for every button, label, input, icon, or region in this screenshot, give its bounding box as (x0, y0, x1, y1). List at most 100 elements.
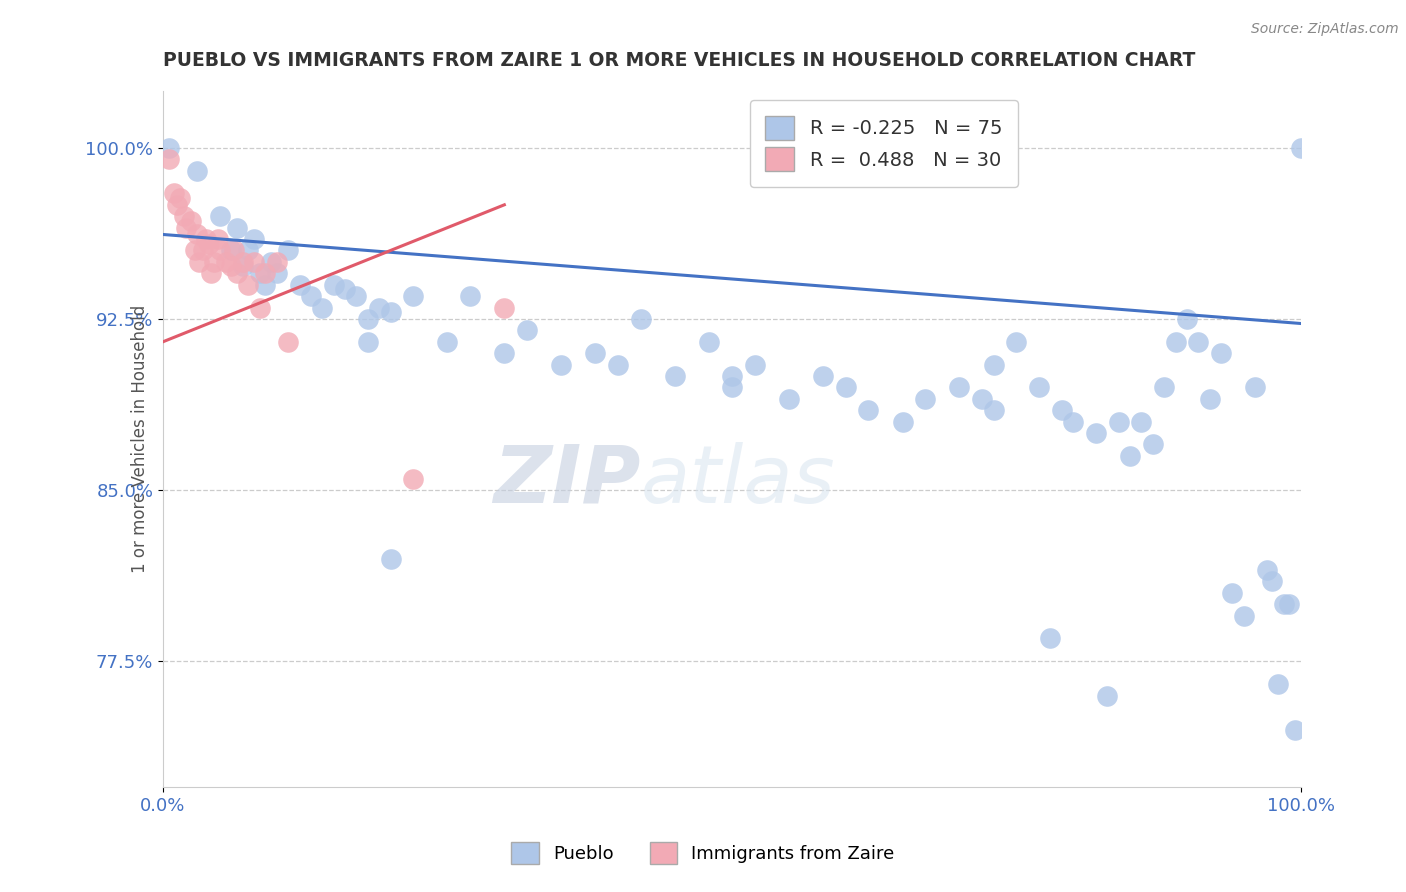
Point (222, 244, 245, 258)
Point (180, 214, 202, 228)
Point (948, 380, 970, 394)
Point (333, 282, 356, 296)
Point (1222, 586, 1244, 600)
Point (744, 358, 766, 372)
Point (1284, 723, 1306, 737)
Point (208, 244, 231, 258)
Point (972, 392, 994, 406)
Point (380, 551, 402, 566)
Point (288, 277, 311, 292)
Point (1187, 334, 1209, 349)
Point (402, 472, 425, 486)
Point (157, 152, 180, 166)
Point (219, 244, 242, 258)
Point (232, 260, 254, 274)
Point (202, 255, 225, 269)
Point (322, 277, 344, 292)
Point (1153, 380, 1175, 394)
Text: ZIP: ZIP (494, 442, 641, 519)
Point (1244, 380, 1267, 394)
Y-axis label: 1 or more Vehicles in Household: 1 or more Vehicles in Household (131, 305, 149, 573)
Point (1278, 597, 1301, 611)
Point (607, 358, 630, 372)
Point (458, 289, 481, 303)
Point (163, 186, 186, 201)
Point (550, 358, 572, 372)
Point (1256, 563, 1278, 577)
Point (173, 209, 195, 223)
Point (1028, 380, 1050, 394)
Point (254, 266, 277, 280)
Point (249, 301, 271, 315)
Point (277, 334, 299, 349)
Point (834, 380, 856, 394)
Point (1164, 334, 1187, 349)
Point (983, 403, 1005, 417)
Point (311, 301, 333, 315)
Point (266, 255, 288, 269)
Point (1289, 141, 1312, 155)
Point (1261, 574, 1284, 589)
Point (184, 244, 207, 258)
Point (299, 289, 322, 303)
Point (166, 198, 188, 212)
Point (1175, 312, 1198, 326)
Point (238, 244, 260, 258)
Point (664, 369, 686, 384)
Point (402, 289, 425, 303)
Point (1108, 415, 1130, 429)
Point (219, 260, 242, 274)
Point (277, 244, 299, 258)
Point (1272, 597, 1295, 611)
Point (1267, 677, 1289, 691)
Point (516, 323, 538, 337)
Point (243, 232, 266, 246)
Point (226, 266, 249, 280)
Point (630, 312, 652, 326)
Point (1050, 403, 1073, 417)
Point (186, 163, 208, 178)
Point (1211, 346, 1233, 360)
Point (157, 141, 180, 155)
Point (983, 358, 1005, 372)
Point (214, 255, 236, 269)
Point (811, 369, 834, 384)
Point (721, 380, 744, 394)
Point (226, 220, 249, 235)
Point (1198, 392, 1220, 406)
Point (1062, 415, 1084, 429)
Point (197, 236, 219, 251)
Legend: R = -0.225   N = 75, R =  0.488   N = 30: R = -0.225 N = 75, R = 0.488 N = 30 (749, 101, 1018, 186)
Point (249, 266, 271, 280)
Point (1130, 415, 1153, 429)
Text: atlas: atlas (641, 442, 835, 519)
Point (266, 266, 288, 280)
Point (1097, 689, 1119, 703)
Point (188, 255, 211, 269)
Point (1233, 608, 1256, 623)
Point (200, 266, 222, 280)
Point (914, 392, 936, 406)
Point (1142, 437, 1164, 451)
Text: PUEBLO VS IMMIGRANTS FROM ZAIRE 1 OR MORE VEHICLES IN HOUSEHOLD CORRELATION CHAR: PUEBLO VS IMMIGRANTS FROM ZAIRE 1 OR MOR… (163, 51, 1195, 70)
Point (357, 334, 380, 349)
Point (1119, 449, 1142, 463)
Point (357, 312, 380, 326)
Point (254, 277, 277, 292)
Point (195, 232, 218, 246)
Point (207, 232, 229, 246)
Legend: Pueblo, Immigrants from Zaire: Pueblo, Immigrants from Zaire (498, 828, 908, 879)
Point (169, 191, 191, 205)
Point (232, 255, 254, 269)
Point (174, 220, 197, 235)
Point (721, 369, 744, 384)
Point (494, 346, 516, 360)
Point (380, 305, 402, 319)
Point (494, 301, 516, 315)
Point (238, 277, 260, 292)
Point (260, 255, 283, 269)
Point (1039, 632, 1062, 646)
Point (697, 334, 720, 349)
Point (243, 255, 266, 269)
Point (891, 415, 914, 429)
